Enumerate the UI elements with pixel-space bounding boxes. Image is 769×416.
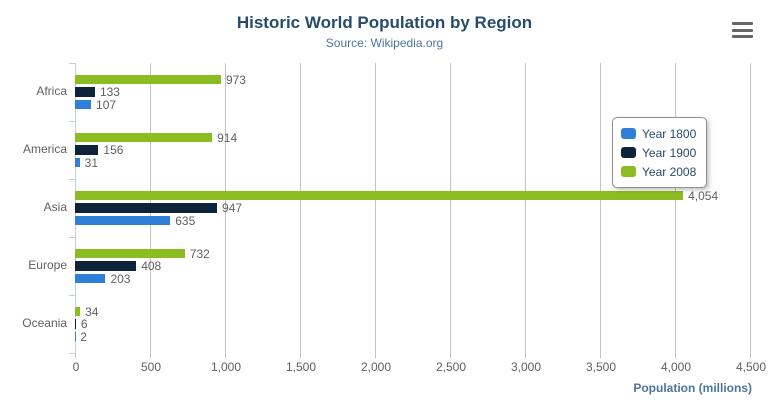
value-axis-gridline <box>225 63 226 353</box>
legend-item-year-2008[interactable]: Year 2008 <box>621 162 696 181</box>
value-axis-gridline <box>525 63 526 353</box>
bar-value-label: 732 <box>189 246 210 261</box>
value-axis-tick <box>600 353 601 358</box>
bar-value-label: 107 <box>96 97 117 112</box>
y-axis-category-label: Africa <box>36 84 67 98</box>
bar-oceania-year-2008[interactable] <box>75 306 81 317</box>
bar-value-label: 635 <box>175 213 196 228</box>
bar-value-label: 156 <box>103 143 124 158</box>
bar-africa-year-1800[interactable] <box>75 99 92 110</box>
bar-value-label: 34 <box>85 304 99 319</box>
bar-value-label: 203 <box>110 271 131 286</box>
category-axis-tick <box>69 179 75 180</box>
x-axis-tick-label: 2,000 <box>360 360 392 374</box>
bar-value-label: 133 <box>99 85 120 100</box>
chart-subtitle: Source: Wikipedia.org <box>325 36 444 50</box>
x-axis-tick-label: 1,000 <box>210 360 242 374</box>
value-axis-gridline <box>750 63 751 353</box>
bar-asia-year-1800[interactable] <box>75 215 171 226</box>
x-axis-tick-label: 4,000 <box>660 360 692 374</box>
export-menu-button[interactable] <box>732 22 753 38</box>
bar-value-label: 973 <box>225 72 246 87</box>
value-axis-tick <box>75 353 76 358</box>
x-axis-title: Population (millions) <box>633 381 752 395</box>
bar-value-label: 2 <box>80 329 87 344</box>
legend-item-label: Year 1900 <box>642 145 697 160</box>
value-axis-tick <box>375 353 376 358</box>
y-axis-category-label: Oceania <box>22 316 67 330</box>
value-axis-tick <box>675 353 676 358</box>
bar-value-label: 408 <box>141 259 162 274</box>
category-axis-tick <box>69 121 75 122</box>
value-axis-gridline <box>450 63 451 353</box>
legend: Year 1800 Year 1900 Year 2008 <box>612 117 708 188</box>
legend-item-year-1800[interactable]: Year 1800 <box>621 124 696 143</box>
bar-europe-year-1800[interactable] <box>75 273 106 284</box>
value-axis-tick <box>750 353 751 358</box>
bar-value-label: 31 <box>84 155 98 170</box>
bar-asia-year-2008[interactable] <box>75 190 684 201</box>
value-axis-gridline <box>675 63 676 353</box>
legend-swatch-icon <box>621 147 636 158</box>
bar-value-label: 947 <box>222 201 243 216</box>
value-axis-gridline <box>300 63 301 353</box>
x-axis-tick-label: 1,500 <box>285 360 317 374</box>
hamburger-icon <box>732 28 753 32</box>
category-axis-tick <box>69 237 75 238</box>
bar-america-year-1900[interactable] <box>75 145 99 155</box>
value-axis-gridline <box>375 63 376 353</box>
bar-oceania-year-1900[interactable] <box>75 319 76 329</box>
bar-value-label: 914 <box>217 130 238 145</box>
x-axis-tick-label: 2,500 <box>435 360 467 374</box>
hamburger-icon <box>732 35 753 38</box>
y-axis-category-label: Europe <box>28 258 67 272</box>
legend-swatch-icon <box>621 166 636 177</box>
y-axis-category-label: Asia <box>43 200 67 214</box>
bar-value-label: 6 <box>80 317 88 332</box>
bar-oceania-year-1800[interactable] <box>75 331 76 342</box>
bar-africa-year-1900[interactable] <box>75 87 95 97</box>
legend-item-label: Year 1800 <box>642 126 697 141</box>
y-axis-category-label: America <box>22 142 67 156</box>
hamburger-icon <box>732 22 753 25</box>
legend-item-label: Year 2008 <box>642 164 697 179</box>
legend-swatch-icon <box>621 128 636 139</box>
bar-asia-year-1900[interactable] <box>75 203 218 213</box>
bar-value-label: 4,054 <box>688 188 719 203</box>
bar-america-year-1800[interactable] <box>75 157 80 168</box>
x-axis-tick-label: 500 <box>140 360 162 374</box>
value-axis-tick <box>450 353 451 358</box>
x-axis-tick-label: 3,000 <box>510 360 542 374</box>
x-axis-tick-label: 3,500 <box>585 360 617 374</box>
value-axis-tick <box>150 353 151 358</box>
category-axis-tick <box>69 295 75 296</box>
bar-africa-year-2008[interactable] <box>75 74 221 85</box>
category-axis-tick <box>69 63 75 64</box>
value-axis-tick <box>525 353 526 358</box>
x-axis-tick-label: 0 <box>72 360 80 374</box>
value-axis-gridline <box>600 63 601 353</box>
value-axis-tick <box>300 353 301 358</box>
legend-item-year-1900[interactable]: Year 1900 <box>621 143 696 162</box>
x-axis-tick-label: 4,500 <box>735 360 767 374</box>
bar-europe-year-2008[interactable] <box>75 248 185 259</box>
category-axis-tick <box>69 353 75 354</box>
chart-title: Historic World Population by Region <box>236 13 533 32</box>
value-axis-tick <box>225 353 226 358</box>
bar-europe-year-1900[interactable] <box>75 261 137 271</box>
bar-america-year-2008[interactable] <box>75 132 213 143</box>
